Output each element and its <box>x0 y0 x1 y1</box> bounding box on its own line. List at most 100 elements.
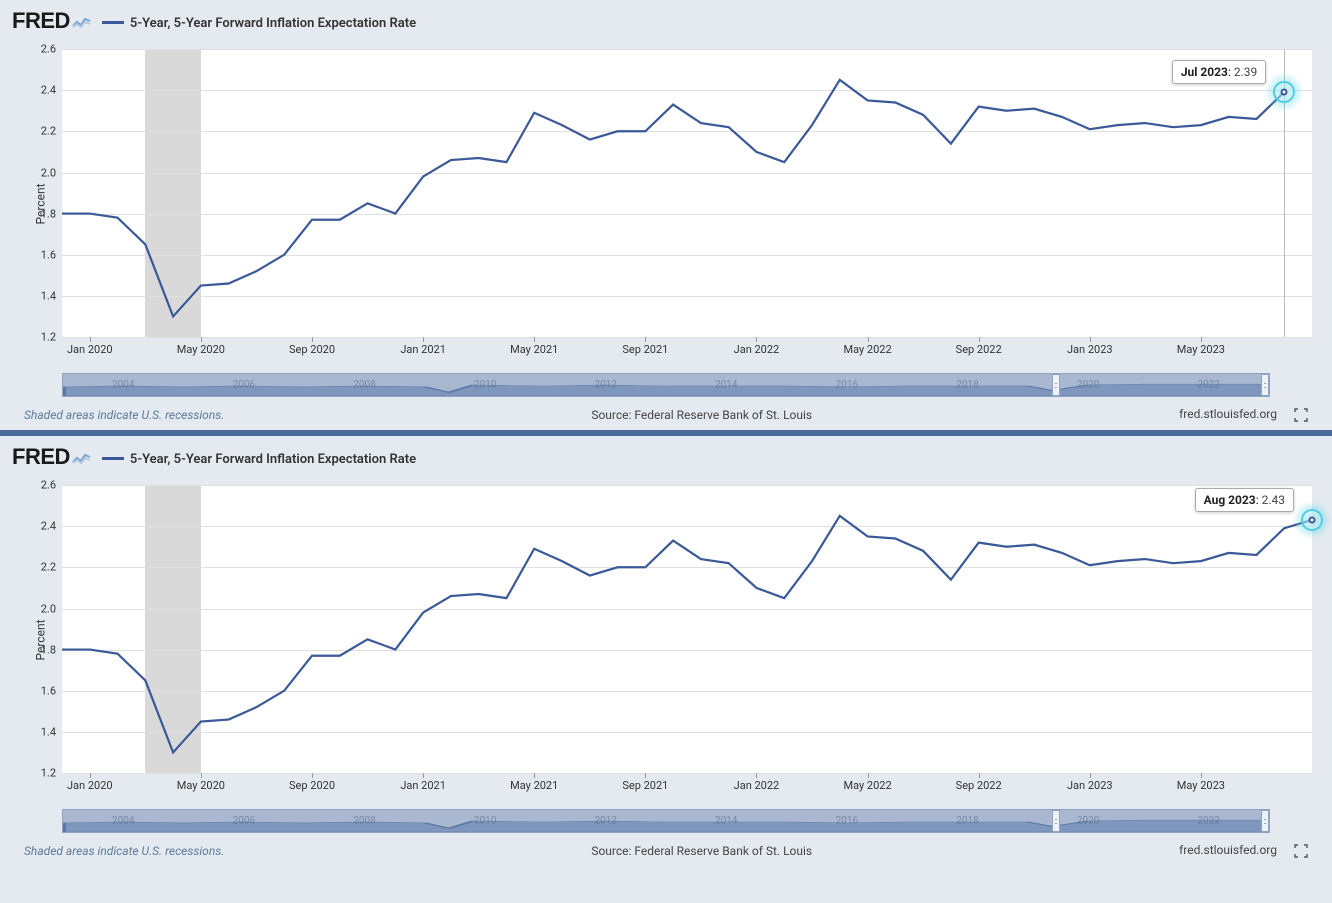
source-text: Source: Federal Reserve Bank of St. Loui… <box>591 408 812 422</box>
x-tick-label: Jan 2021 <box>400 773 446 792</box>
y-tick-label: 2.4 <box>41 520 62 533</box>
range-year-label: 2016 <box>836 816 858 827</box>
plot-area[interactable]: 1.21.41.61.82.02.22.42.6Jan 2020May 2020… <box>62 49 1312 337</box>
range-year-label: 2018 <box>956 380 978 391</box>
range-year-label: 2006 <box>233 380 255 391</box>
y-gridline <box>62 773 1312 774</box>
chart-footer: Shaded areas indicate U.S. recessions. S… <box>24 407 1308 422</box>
range-slider[interactable]: 2004 2006 2008 2010 2012 2014 2016 2018 2020 2022 <box>62 373 1270 397</box>
marker-dot <box>1309 517 1316 524</box>
fred-logo-text: FRED <box>12 444 70 469</box>
y-gridline <box>62 337 1312 338</box>
tooltip-date: Aug 2023 <box>1204 493 1256 507</box>
x-tick-label: Sep 2022 <box>956 337 1002 356</box>
range-year-label: 2006 <box>233 816 255 827</box>
x-tick-label: Sep 2021 <box>622 773 668 792</box>
marker-dot <box>1281 89 1288 96</box>
series-svg <box>62 485 1312 773</box>
recession-note: Shaded areas indicate U.S. recessions. <box>24 844 224 858</box>
chart-container[interactable]: Percent1.21.41.61.82.02.22.42.6Jan 2020M… <box>12 39 1320 369</box>
range-year-label: 2004 <box>112 380 134 391</box>
chart-footer: Shaded areas indicate U.S. recessions. S… <box>24 843 1308 858</box>
tooltip-value: 2.43 <box>1262 493 1285 507</box>
legend-swatch <box>102 457 124 460</box>
legend-label: 5-Year, 5-Year Forward Inflation Expecta… <box>130 452 416 467</box>
x-tick-label: May 2021 <box>510 337 558 356</box>
range-handle-left[interactable] <box>1052 374 1060 396</box>
y-tick-label: 1.6 <box>41 684 62 697</box>
legend-label: 5-Year, 5-Year Forward Inflation Expecta… <box>130 16 416 31</box>
series-line <box>62 516 1312 753</box>
y-tick-label: 2.2 <box>41 125 62 138</box>
range-year-label: 2016 <box>836 380 858 391</box>
x-tick-label: Jan 2023 <box>1067 337 1113 356</box>
series-line <box>62 80 1284 317</box>
site-link[interactable]: fred.stlouisfed.org <box>1179 843 1277 857</box>
x-tick-label: May 2021 <box>510 773 558 792</box>
x-tick-label: Sep 2020 <box>289 337 335 356</box>
range-year-label: 2022 <box>1197 816 1219 827</box>
range-year-label: 2020 <box>1077 380 1099 391</box>
y-tick-label: 1.6 <box>41 248 62 261</box>
range-year-label: 2012 <box>594 380 616 391</box>
tooltip-value: 2.39 <box>1234 65 1257 79</box>
y-tick-label: 1.2 <box>41 331 62 344</box>
x-tick-label: Sep 2022 <box>956 773 1002 792</box>
fred-logo: FRED <box>12 444 92 471</box>
fred-logo: FRED <box>12 8 92 35</box>
x-tick-label: May 2022 <box>843 773 891 792</box>
plot-area[interactable]: 1.21.41.61.82.02.22.42.6Jan 2020May 2020… <box>62 485 1312 773</box>
x-tick-label: Jan 2023 <box>1067 773 1113 792</box>
y-tick-label: 1.8 <box>41 643 62 656</box>
x-tick-label: Jan 2021 <box>400 337 446 356</box>
fred-logo-icon <box>72 445 92 471</box>
chart-panel: FRED 5-Year, 5-Year Forward Inflation Ex… <box>0 436 1332 866</box>
tooltip: Aug 2023: 2.43 <box>1195 488 1294 512</box>
range-handle-left[interactable] <box>1052 810 1060 832</box>
x-tick-label: Jan 2022 <box>734 773 780 792</box>
fullscreen-icon[interactable] <box>1294 844 1308 858</box>
x-tick-label: Jan 2020 <box>67 773 113 792</box>
fullscreen-icon[interactable] <box>1294 408 1308 422</box>
legend: 5-Year, 5-Year Forward Inflation Expecta… <box>102 12 416 31</box>
footer-right: fred.stlouisfed.org <box>1179 407 1308 422</box>
x-tick-label: May 2023 <box>1177 337 1225 356</box>
legend: 5-Year, 5-Year Forward Inflation Expecta… <box>102 448 416 467</box>
y-tick-label: 2.0 <box>41 166 62 179</box>
x-tick-label: Sep 2021 <box>622 337 668 356</box>
legend-swatch <box>102 21 124 24</box>
x-tick-label: Sep 2020 <box>289 773 335 792</box>
y-tick-label: 2.0 <box>41 602 62 615</box>
x-tick-label: Jan 2022 <box>734 337 780 356</box>
range-year-label: 2010 <box>474 380 496 391</box>
y-tick-label: 1.4 <box>41 290 62 303</box>
fred-logo-text: FRED <box>12 8 70 33</box>
range-year-label: 2008 <box>353 380 375 391</box>
range-year-label: 2004 <box>112 816 134 827</box>
site-link[interactable]: fred.stlouisfed.org <box>1179 407 1277 421</box>
y-tick-label: 1.4 <box>41 726 62 739</box>
range-handle-right[interactable] <box>1261 374 1269 396</box>
range-year-label: 2018 <box>956 816 978 827</box>
range-slider[interactable]: 2004200620082010201220142016201820202022 <box>62 809 1270 833</box>
source-text: Source: Federal Reserve Bank of St. Loui… <box>591 844 812 858</box>
y-tick-label: 2.2 <box>41 561 62 574</box>
range-year-label: 2012 <box>594 816 616 827</box>
range-year-label: 2022 <box>1197 380 1219 391</box>
series-svg <box>62 49 1312 337</box>
range-year-label: 2008 <box>353 816 375 827</box>
tooltip-date: Jul 2023 <box>1181 65 1228 79</box>
y-tick-label: 2.6 <box>41 479 62 492</box>
footer-right: fred.stlouisfed.org <box>1179 843 1308 858</box>
y-tick-label: 1.8 <box>41 207 62 220</box>
recession-note: Shaded areas indicate U.S. recessions. <box>24 408 224 422</box>
range-handle-right[interactable] <box>1261 810 1269 832</box>
fred-logo-icon <box>72 9 92 35</box>
x-tick-label: May 2022 <box>843 337 891 356</box>
y-tick-label: 2.6 <box>41 43 62 56</box>
chart-header: FRED 5-Year, 5-Year Forward Inflation Ex… <box>12 8 1320 35</box>
range-year-label: 2010 <box>474 816 496 827</box>
x-tick-label: May 2020 <box>177 773 225 792</box>
range-year-label: 2014 <box>715 380 737 391</box>
chart-container[interactable]: Percent1.21.41.61.82.02.22.42.6Jan 2020M… <box>12 475 1320 805</box>
